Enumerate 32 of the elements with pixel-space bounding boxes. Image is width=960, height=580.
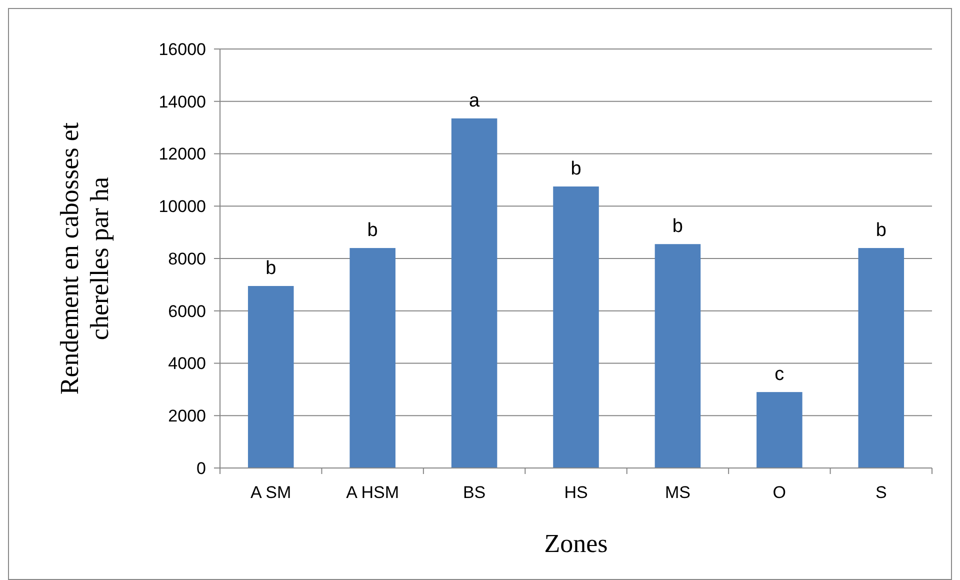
bar <box>654 244 701 468</box>
y-tick-label: 6000 <box>168 302 206 321</box>
annotation: b <box>672 216 684 238</box>
bar <box>248 286 294 468</box>
annotation: b <box>570 158 582 180</box>
annotation: b <box>367 220 378 242</box>
x-tick-label: O <box>772 483 786 502</box>
x-tick-label: S <box>875 483 887 502</box>
annotation: b <box>876 220 886 242</box>
y-tick-label: 12000 <box>158 144 206 164</box>
y-tick-label: 10000 <box>158 197 206 216</box>
y-axis-title: Rendement en cabosses et cherelles par ha <box>55 122 114 395</box>
y-tick-label: 14000 <box>158 92 206 112</box>
x-tick-label: MS <box>664 483 690 502</box>
bar <box>858 248 904 468</box>
annotation: a <box>468 90 480 112</box>
x-axis-title: Zones <box>544 529 608 558</box>
x-tick-label: A SM <box>250 483 292 502</box>
x-tick-label: BS <box>462 483 486 502</box>
bar <box>756 392 802 468</box>
y-tick-label: 0 <box>196 458 206 478</box>
x-tick-label: A HSM <box>346 483 400 502</box>
y-tick-label: 8000 <box>168 249 206 268</box>
bar <box>553 186 599 468</box>
bar <box>451 118 498 468</box>
x-tick-label: HS <box>564 483 588 502</box>
y-tick-label: 2000 <box>168 406 206 426</box>
bar <box>350 248 396 468</box>
annotation: b <box>266 258 276 279</box>
y-tick-label: 16000 <box>158 40 206 59</box>
annotation: c <box>774 364 784 386</box>
y-tick-label: 4000 <box>168 354 206 374</box>
